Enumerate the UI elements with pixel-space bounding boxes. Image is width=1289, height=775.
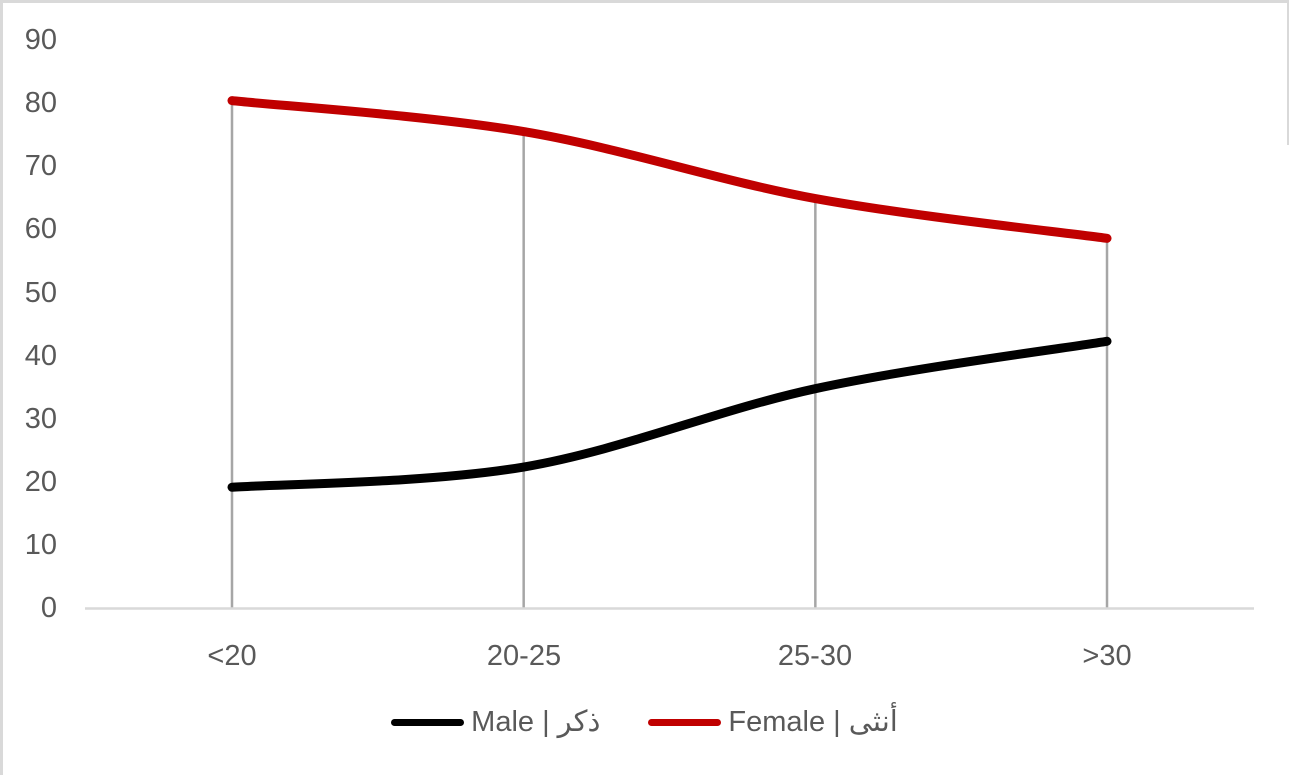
legend-label-female: Female | أنثى: [728, 706, 898, 738]
y-axis-tick-label: 70: [24, 150, 57, 182]
y-axis-tick-label: 0: [40, 592, 57, 624]
series-line-female: [227, 96, 1112, 243]
x-axis-category-label: 20-25: [486, 640, 562, 672]
x-axis-category-label: 25-30: [777, 640, 853, 672]
x-axis-category-label: <20: [207, 640, 257, 672]
y-axis-tick-label: 60: [24, 213, 57, 245]
male-line-swatch: [391, 718, 465, 726]
y-axis-tick-label: 50: [24, 277, 57, 309]
female-line-swatch: [648, 718, 722, 726]
legend-item-male: Male | ذكر: [391, 702, 600, 742]
y-axis-tick-label: 20: [24, 466, 57, 498]
border-top: [0, 0, 1289, 3]
border-left: [0, 0, 3, 775]
y-axis-tick-label: 90: [24, 24, 57, 56]
series-line-male: [227, 336, 1112, 492]
y-axis-tick-label: 80: [24, 87, 57, 119]
y-axis-tick-label: 10: [24, 529, 57, 561]
y-axis-tick-label: 30: [24, 403, 57, 435]
legend-item-female: Female | أنثى: [648, 702, 898, 742]
x-axis-category-label: >30: [1082, 640, 1132, 672]
legend-label-male: Male | ذكر: [471, 706, 601, 738]
chart-legend: Male | ذكر Female | أنثى: [0, 702, 1289, 742]
y-axis-tick-label: 40: [24, 340, 57, 372]
border-right: [1287, 0, 1289, 145]
